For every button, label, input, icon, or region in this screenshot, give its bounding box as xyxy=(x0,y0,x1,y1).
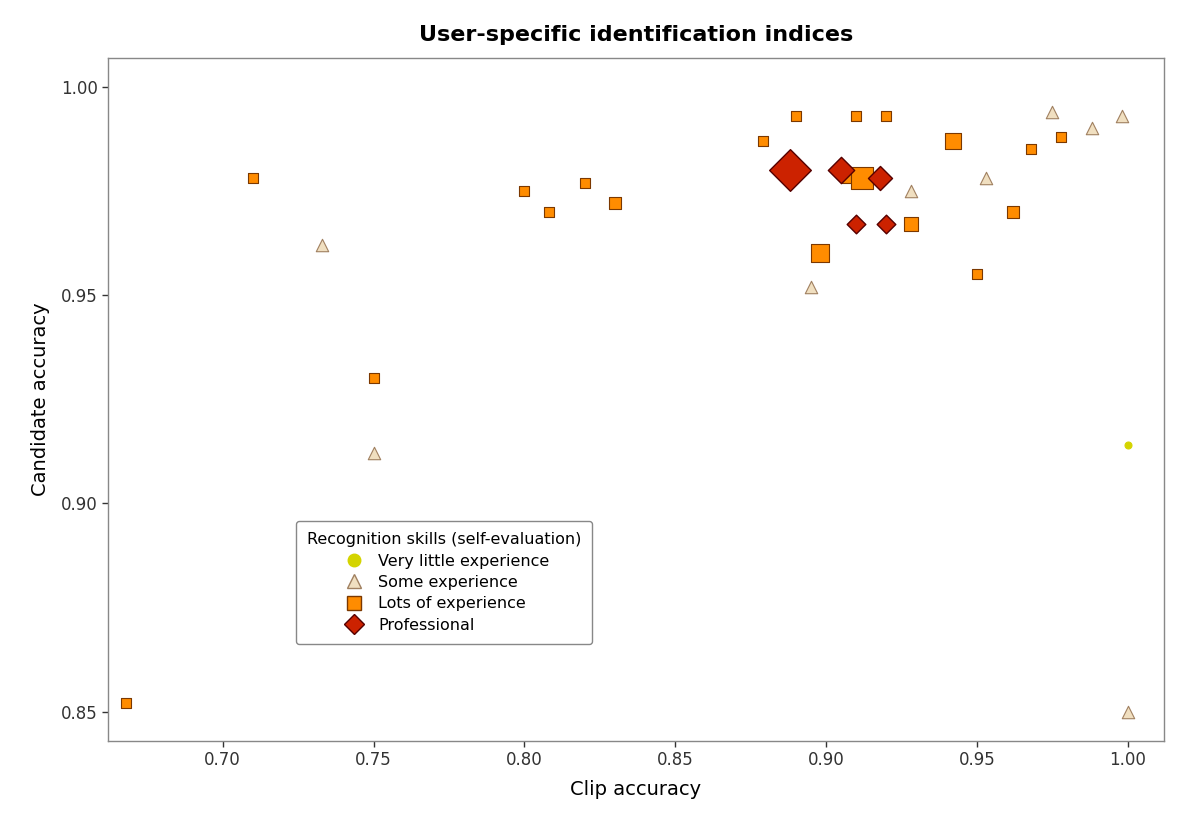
Point xyxy=(754,134,773,147)
Point xyxy=(847,217,866,230)
Point xyxy=(515,184,534,198)
Point xyxy=(313,239,332,252)
Point xyxy=(1021,142,1040,156)
Point xyxy=(1043,105,1062,119)
Point xyxy=(967,267,986,281)
Point xyxy=(847,109,866,123)
Point xyxy=(877,217,896,230)
Point xyxy=(901,184,920,198)
Point xyxy=(364,447,383,460)
Point xyxy=(977,172,996,185)
Point xyxy=(786,109,805,123)
Point xyxy=(244,172,263,185)
Point xyxy=(364,372,383,385)
Point xyxy=(575,176,594,189)
Point xyxy=(877,109,896,123)
Title: User-specific identification indices: User-specific identification indices xyxy=(419,25,853,45)
Y-axis label: Candidate accuracy: Candidate accuracy xyxy=(30,302,49,496)
Point xyxy=(1112,109,1132,123)
X-axis label: Clip accuracy: Clip accuracy xyxy=(570,780,702,799)
Legend: Very little experience, Some experience, Lots of experience, Professional: Very little experience, Some experience,… xyxy=(295,521,593,644)
Point xyxy=(1052,130,1072,143)
Point xyxy=(901,217,920,230)
Point xyxy=(802,280,821,293)
Point xyxy=(943,134,962,147)
Point xyxy=(853,172,872,185)
Point xyxy=(838,172,857,185)
Point xyxy=(1082,122,1102,135)
Point xyxy=(871,172,890,185)
Point xyxy=(1118,705,1138,718)
Point xyxy=(539,205,558,218)
Point xyxy=(780,164,799,177)
Point xyxy=(1118,439,1138,452)
Point xyxy=(1003,205,1022,218)
Point xyxy=(810,247,829,260)
Point xyxy=(116,696,136,709)
Point xyxy=(605,197,624,210)
Point xyxy=(832,164,851,177)
